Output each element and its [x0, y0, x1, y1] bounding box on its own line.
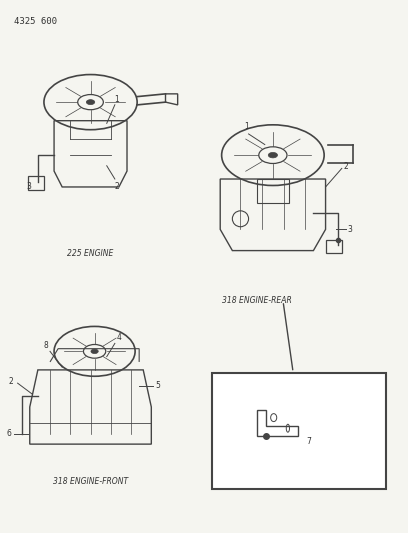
Text: 3: 3 [27, 182, 32, 191]
Text: 7: 7 [306, 437, 311, 446]
Text: 1: 1 [115, 95, 119, 104]
Text: 8: 8 [43, 341, 48, 350]
Text: 225 ENGINE: 225 ENGINE [67, 249, 114, 258]
Text: 6: 6 [7, 429, 11, 438]
Ellipse shape [268, 152, 277, 158]
Text: 2: 2 [344, 163, 348, 171]
Bar [28, 176, 44, 190]
Text: 318 ENGINE-REAR: 318 ENGINE-REAR [222, 296, 292, 305]
Text: 4325 600: 4325 600 [13, 17, 57, 26]
Text: 4: 4 [117, 333, 122, 342]
Bar [212, 373, 386, 489]
Text: 318 ENGINE-FRONT: 318 ENGINE-FRONT [53, 477, 128, 486]
Text: 1: 1 [244, 122, 249, 131]
Text: 2: 2 [115, 182, 119, 191]
Bar [257, 179, 289, 203]
Text: 3: 3 [348, 225, 353, 234]
Ellipse shape [91, 349, 98, 353]
Text: 5: 5 [155, 381, 160, 390]
Text: 2: 2 [9, 377, 13, 386]
Ellipse shape [86, 100, 95, 104]
Bar [326, 240, 342, 253]
